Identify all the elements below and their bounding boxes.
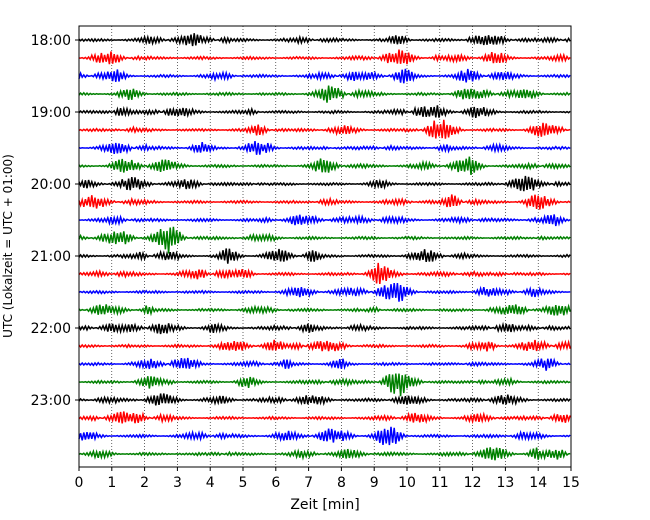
trace-line (78, 282, 571, 302)
trace-line (78, 49, 571, 65)
y-tick-label: 23:00 (31, 393, 71, 409)
trace-line (78, 393, 571, 407)
x-axis: 0 1 2 3 4 5 6 7 8 9 10 11 12 13 14 15 (75, 467, 580, 491)
plot-frame (78, 25, 572, 468)
y-tick-label: 20:00 (31, 177, 71, 193)
trace-line (78, 105, 571, 119)
x-tick-label: 0 (75, 475, 84, 491)
trace-line (78, 262, 571, 285)
trace-line (78, 248, 571, 264)
trace-line (78, 303, 571, 317)
trace-line (78, 175, 571, 192)
trace-line (78, 321, 571, 335)
trace-line (78, 447, 571, 461)
traces (78, 33, 571, 461)
y-tick-label: 21:00 (31, 249, 71, 265)
x-tick-label: 13 (496, 475, 514, 491)
trace-line (78, 357, 571, 371)
x-tick-label: 1 (107, 475, 116, 491)
x-tick-label: 10 (398, 475, 416, 491)
y-axis: 18:00 19:00 20:00 21:00 22:00 23:00 (31, 33, 79, 409)
x-tick-label: 15 (562, 475, 580, 491)
trace-line (78, 213, 571, 227)
x-tick-label: 4 (206, 475, 215, 491)
x-tick-label: 7 (304, 475, 313, 491)
x-tick-label: 14 (529, 475, 547, 491)
x-tick-label: 9 (370, 475, 379, 491)
x-tick-label: 6 (271, 475, 280, 491)
x-tick-label: 5 (239, 475, 248, 491)
trace-line (78, 194, 571, 210)
x-tick-label: 12 (464, 475, 482, 491)
trace-line (78, 339, 571, 352)
trace-line (78, 426, 571, 446)
x-tick-label: 8 (337, 475, 346, 491)
trace-line (78, 156, 571, 176)
trace-line (78, 119, 571, 139)
y-tick-label: 22:00 (31, 321, 71, 337)
x-tick-label: 2 (140, 475, 149, 491)
x-tick-label: 11 (431, 475, 449, 491)
x-axis-label: Zeit [min] (290, 497, 359, 513)
trace-line (78, 373, 571, 397)
trace-line (78, 85, 571, 103)
trace-line (78, 226, 571, 254)
x-tick-label: 3 (173, 475, 182, 491)
trace-line (78, 140, 571, 155)
trace-line (78, 33, 571, 47)
y-tick-label: 18:00 (31, 33, 71, 49)
trace-line (78, 411, 571, 425)
y-tick-label: 19:00 (31, 105, 71, 121)
y-axis-label: UTC (Lokalzeit = UTC + 01:00) (1, 154, 15, 338)
trace-line (78, 68, 571, 84)
